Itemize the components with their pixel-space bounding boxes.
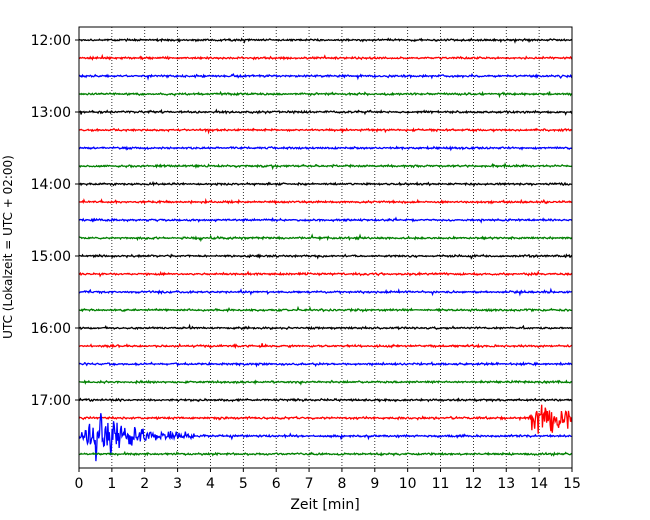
x-tick-label: 8 xyxy=(337,476,346,492)
trace-1300 xyxy=(79,108,572,116)
y-tick-label: 14:00 xyxy=(31,177,71,193)
y-tick-label: 17:00 xyxy=(31,393,71,409)
trace-1315 xyxy=(79,127,572,135)
trace-1615 xyxy=(79,342,572,350)
x-tick-label: 0 xyxy=(75,476,84,492)
x-tick-label: 11 xyxy=(432,476,450,492)
x-tick-label: 15 xyxy=(563,476,581,492)
x-tick-label: 7 xyxy=(305,476,314,492)
trace-1245 xyxy=(79,90,572,99)
x-tick-label: 6 xyxy=(272,476,281,492)
x-tick-label: 12 xyxy=(464,476,482,492)
x-axis-label: Zeit [min] xyxy=(290,497,359,513)
trace-group xyxy=(79,37,572,462)
x-tick-label: 5 xyxy=(239,476,248,492)
x-tick-label: 3 xyxy=(173,476,182,492)
y-axis-ticks: 12:00 13:00 14:00 15:00 16:00 17:00 xyxy=(31,33,79,409)
y-tick-label: 16:00 xyxy=(31,321,71,337)
x-tick-label: 13 xyxy=(497,476,515,492)
x-tick-label: 10 xyxy=(399,476,417,492)
trace-1545 xyxy=(79,305,572,313)
y-axis-label: UTC (Lokalzeit = UTC + 02:00) xyxy=(1,155,15,339)
x-tick-label: 14 xyxy=(530,476,548,492)
plot-frame xyxy=(78,26,573,469)
trace-1445 xyxy=(79,233,572,243)
trace-1530 xyxy=(79,287,572,297)
x-tick-label: 1 xyxy=(107,476,116,492)
plot-area-background xyxy=(79,27,572,468)
trace-1330 xyxy=(79,145,572,152)
trace-1630 xyxy=(79,361,572,368)
y-tick-label: 13:00 xyxy=(31,105,71,121)
trace-1730 xyxy=(79,413,572,462)
x-tick-label: 2 xyxy=(140,476,149,492)
trace-1215 xyxy=(79,53,572,61)
y-tick-label: 15:00 xyxy=(31,249,71,265)
trace-1700 xyxy=(79,397,572,403)
trace-1230 xyxy=(79,72,572,81)
trace-1500 xyxy=(79,253,572,260)
x-axis-ticks: 0 1 2 3 4 5 6 7 8 9 10 11 12 13 14 15 xyxy=(75,468,581,492)
trace-1400 xyxy=(79,180,572,187)
trace-1200 xyxy=(79,37,572,44)
trace-1415 xyxy=(79,197,572,205)
trace-1515 xyxy=(79,270,572,278)
y-tick-label: 12:00 xyxy=(31,33,71,49)
trace-1645 xyxy=(79,379,572,386)
trace-1715 xyxy=(79,404,572,434)
trace-1600 xyxy=(79,323,572,331)
x-tick-label: 9 xyxy=(370,476,379,492)
trace-1745 xyxy=(79,450,572,457)
x-tick-label: 4 xyxy=(206,476,215,492)
trace-1345 xyxy=(79,162,572,171)
trace-1430 xyxy=(79,216,572,224)
